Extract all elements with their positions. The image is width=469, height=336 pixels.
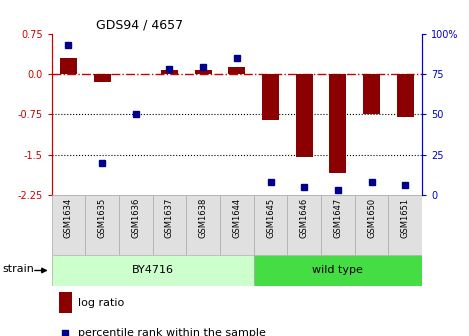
FancyBboxPatch shape [287, 195, 321, 255]
Text: GSM1636: GSM1636 [131, 198, 140, 238]
Text: GSM1646: GSM1646 [300, 198, 309, 238]
Bar [397, 74, 414, 117]
Text: BY4716: BY4716 [132, 265, 174, 276]
Text: GSM1635: GSM1635 [98, 198, 106, 238]
FancyBboxPatch shape [254, 195, 287, 255]
FancyBboxPatch shape [119, 195, 152, 255]
FancyBboxPatch shape [321, 195, 355, 255]
FancyBboxPatch shape [85, 195, 119, 255]
FancyBboxPatch shape [254, 255, 422, 286]
FancyBboxPatch shape [52, 255, 254, 286]
Bar [363, 74, 380, 114]
Text: percentile rank within the sample: percentile rank within the sample [77, 328, 265, 336]
Text: GSM1634: GSM1634 [64, 198, 73, 238]
Text: GSM1645: GSM1645 [266, 198, 275, 238]
Text: GSM1644: GSM1644 [232, 198, 242, 238]
Text: wild type: wild type [312, 265, 363, 276]
Bar [161, 70, 178, 74]
Text: GSM1638: GSM1638 [199, 198, 208, 238]
Text: GSM1637: GSM1637 [165, 198, 174, 238]
Text: GSM1651: GSM1651 [401, 198, 410, 238]
Text: log ratio: log ratio [77, 298, 124, 307]
FancyBboxPatch shape [388, 195, 422, 255]
Bar [59, 292, 72, 313]
Bar [195, 70, 212, 74]
Bar [262, 74, 279, 120]
FancyBboxPatch shape [152, 195, 186, 255]
Bar [60, 58, 77, 74]
Text: GSM1650: GSM1650 [367, 198, 376, 238]
Text: GDS94 / 4657: GDS94 / 4657 [96, 18, 183, 31]
FancyBboxPatch shape [186, 195, 220, 255]
Text: GSM1647: GSM1647 [333, 198, 342, 238]
FancyBboxPatch shape [355, 195, 388, 255]
Bar [94, 74, 111, 82]
Text: strain: strain [3, 264, 34, 274]
FancyBboxPatch shape [52, 195, 85, 255]
Bar [228, 67, 245, 74]
FancyBboxPatch shape [220, 195, 254, 255]
Bar [296, 74, 313, 157]
Bar [329, 74, 346, 173]
